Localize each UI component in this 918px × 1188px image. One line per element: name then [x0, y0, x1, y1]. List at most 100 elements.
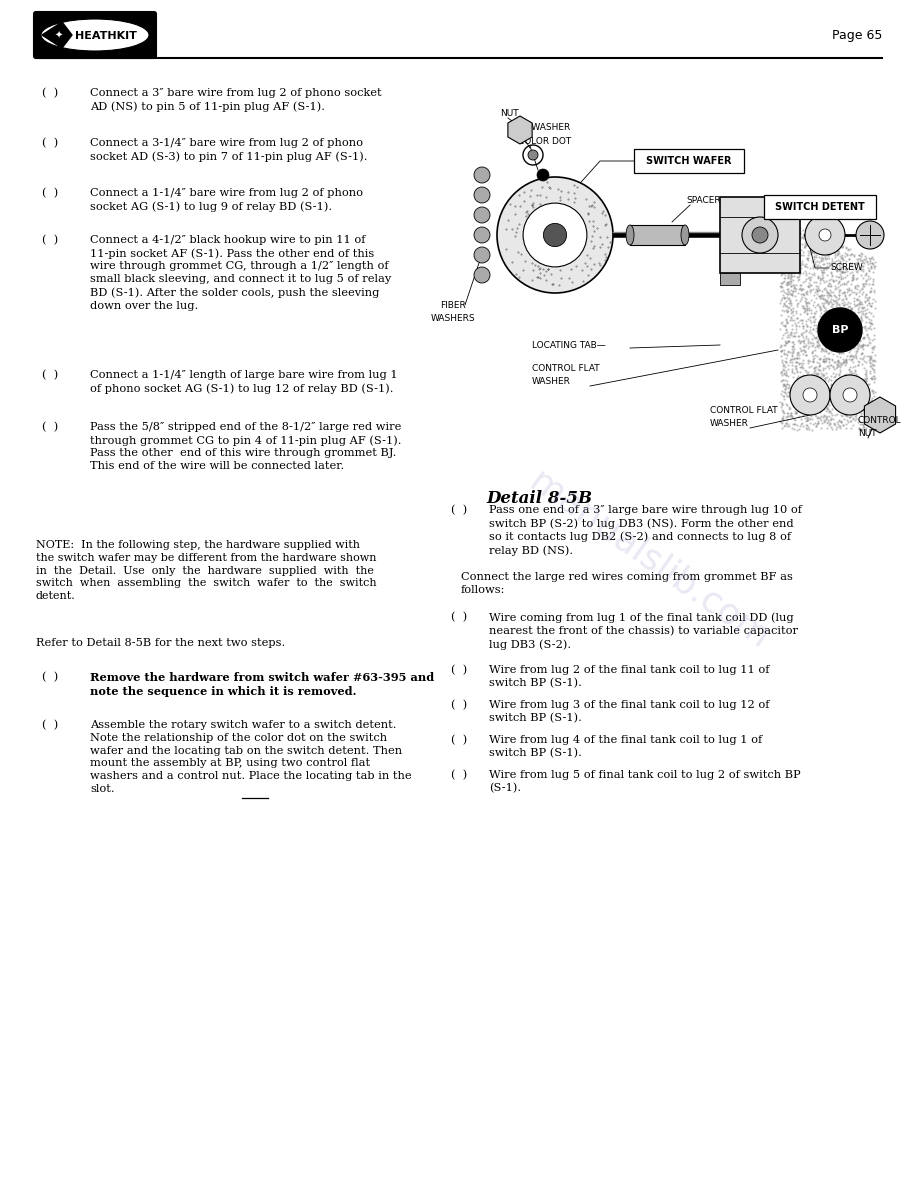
Point: [838, 405, 853, 424]
Point: [789, 362, 804, 381]
Text: Wire from lug 3 of the final tank coil to lug 12 of
switch BP (S-1).: Wire from lug 3 of the final tank coil t…: [489, 700, 769, 723]
Point: [808, 277, 823, 296]
Point: [793, 229, 808, 248]
Point: [865, 412, 879, 431]
Point: [857, 380, 872, 399]
Point: [778, 345, 793, 364]
Point: [775, 257, 789, 276]
Point: [836, 353, 851, 372]
Point: [796, 416, 811, 435]
Point: [827, 245, 842, 264]
Point: [862, 329, 877, 348]
Point: [789, 245, 804, 264]
Point: [843, 240, 857, 259]
Point: [830, 415, 845, 434]
Point: [812, 280, 827, 299]
Point: [778, 333, 793, 352]
Point: [830, 273, 845, 292]
Point: [800, 248, 815, 267]
Point: [815, 293, 830, 312]
Point: [828, 394, 843, 413]
Point: [789, 368, 804, 387]
Point: [773, 246, 788, 265]
Point: [832, 411, 846, 430]
Point: [847, 339, 862, 358]
Point: [867, 350, 881, 369]
Point: [832, 385, 846, 404]
Point: [824, 321, 839, 340]
Point: [784, 265, 799, 284]
Point: [796, 405, 811, 424]
Point: [837, 350, 852, 369]
Point: [823, 355, 838, 374]
Point: [800, 417, 815, 436]
Point: [784, 379, 799, 398]
Point: [802, 236, 817, 255]
Point: [809, 225, 823, 244]
Point: [811, 295, 825, 314]
Point: [832, 386, 846, 405]
Point: [847, 360, 862, 379]
Point: [778, 416, 793, 435]
Point: [839, 279, 854, 298]
Point: [856, 369, 871, 388]
Point: [778, 220, 793, 239]
Point: [790, 239, 805, 258]
Point: [793, 341, 808, 360]
Point: [781, 264, 796, 283]
Point: [790, 227, 805, 246]
Point: [824, 331, 839, 350]
Point: [815, 366, 830, 385]
Point: [855, 245, 869, 264]
Point: [808, 341, 823, 360]
Point: [857, 318, 872, 337]
Point: [851, 355, 866, 374]
Point: [797, 225, 812, 244]
Point: [822, 343, 836, 362]
Point: [810, 415, 824, 434]
Point: [853, 330, 868, 349]
Point: [844, 411, 858, 430]
Text: BP: BP: [832, 326, 848, 335]
Point: [850, 309, 865, 328]
Point: [782, 232, 797, 251]
Point: [836, 416, 851, 435]
Point: [821, 246, 835, 265]
Point: [813, 374, 828, 393]
Point: [808, 358, 823, 377]
Point: [868, 419, 882, 438]
Point: [846, 378, 861, 397]
Point: [812, 337, 826, 356]
Point: [795, 264, 810, 283]
Point: [800, 299, 814, 318]
Point: [854, 388, 868, 407]
Point: [847, 297, 862, 316]
Point: [855, 285, 869, 304]
Point: [816, 235, 831, 254]
Point: [821, 287, 835, 307]
Point: [837, 309, 852, 328]
Point: [813, 241, 828, 260]
Point: [853, 369, 868, 388]
Point: [863, 406, 878, 425]
Point: [858, 274, 873, 293]
Point: [806, 379, 821, 398]
Point: [851, 352, 866, 371]
Point: [855, 421, 869, 440]
Point: [863, 364, 878, 383]
Point: [801, 336, 816, 355]
Point: [819, 341, 834, 360]
Point: [776, 369, 790, 388]
Point: [807, 359, 822, 378]
Point: [779, 372, 794, 391]
Point: [808, 346, 823, 365]
Point: [786, 415, 800, 434]
Point: [833, 252, 847, 271]
Point: [847, 399, 862, 418]
Point: [799, 327, 813, 346]
Point: [824, 342, 839, 361]
Point: [854, 404, 868, 423]
Point: [841, 301, 856, 320]
Point: [785, 345, 800, 364]
Text: Wire from lug 5 of final tank coil to lug 2 of switch BP
(S-1).: Wire from lug 5 of final tank coil to lu…: [489, 770, 800, 794]
